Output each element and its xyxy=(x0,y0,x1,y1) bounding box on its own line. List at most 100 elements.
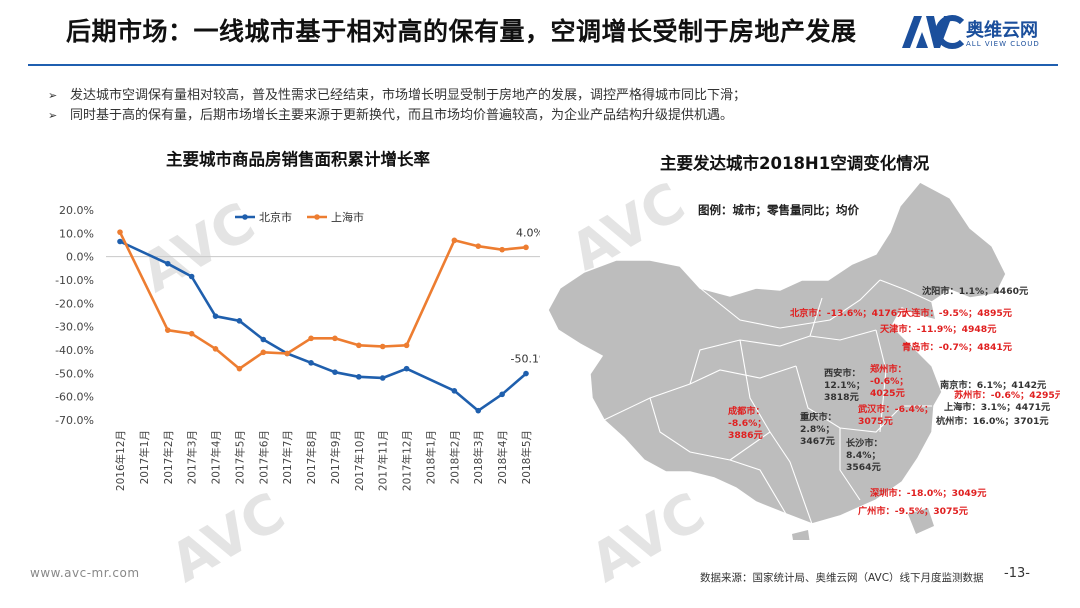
data-point xyxy=(403,365,410,372)
city-label: -0.6%； xyxy=(870,376,908,387)
company-logo: 奥维云网 ALL VIEW CLOUD xyxy=(900,12,1070,56)
x-tick-label: 2018年1月 xyxy=(424,430,437,484)
x-tick-label: 2017年6月 xyxy=(257,430,270,484)
city-label: 3467元 xyxy=(800,436,835,447)
city-label: 天津市：-11.9%；4948元 xyxy=(880,323,996,335)
data-point xyxy=(523,370,529,377)
series-line-北京市 xyxy=(119,240,527,412)
y-tick-label: 0.0% xyxy=(66,251,94,264)
bullet-item: ➢ 同时基于高的保有量，后期市场增长主要来源于更新换代，而且市场均价普遍较高，为企… xyxy=(48,106,746,126)
province-border xyxy=(879,279,933,303)
province-border xyxy=(603,365,797,421)
y-tick-label: 10.0% xyxy=(59,227,94,240)
y-tick-label: -60.0% xyxy=(55,391,94,404)
bullet-arrow-icon: ➢ xyxy=(48,89,58,102)
city-label: 2.8%； xyxy=(800,424,835,435)
x-tick-label: 2018年4月 xyxy=(496,430,509,484)
data-point xyxy=(164,260,171,267)
data-point xyxy=(523,244,529,251)
legend-label: 上海市 xyxy=(331,210,364,224)
city-label: 武汉市：-6.4%； xyxy=(858,403,933,415)
hainan-shape xyxy=(792,530,810,540)
data-point xyxy=(356,374,362,380)
data-point xyxy=(236,365,243,372)
city-label: 3818元 xyxy=(824,392,859,403)
x-tick-label: 2017年7月 xyxy=(281,430,294,484)
province-border xyxy=(839,428,861,501)
bullet-text: 发达城市空调保有量相对较高，普及性需求已经结束，市场增长明显受制于房地产的发展，… xyxy=(70,88,747,103)
legend-marker xyxy=(314,214,320,220)
city-label: 12.1%； xyxy=(824,380,865,391)
bullet-item: ➢ 发达城市空调保有量相对较高，普及性需求已经结束，市场增长明显受制于房地产的发展… xyxy=(48,86,746,106)
city-label: 北京市：-13.6%；4176元 xyxy=(790,307,906,319)
city-label: 青岛市：-0.7%；4841元 xyxy=(902,341,1012,353)
city-label: 苏州市：-0.6%；4295元 xyxy=(954,389,1060,401)
x-tick-label: 2017年10月 xyxy=(353,430,366,491)
line-chart: 20.0% 10.0% 0.0% -10.0% -20.0% -30.0% -40.0% -5… xyxy=(55,204,540,491)
title-divider xyxy=(28,64,1058,66)
city-label: 8.4%； xyxy=(846,450,881,461)
data-source: 数据来源：国家统计局、奥维云网（AVC）线下月度监测数据 xyxy=(700,572,984,584)
x-tick-label: 2018年3月 xyxy=(472,430,485,484)
province-border xyxy=(809,297,823,337)
city-label: 3886元 xyxy=(728,430,763,441)
data-point xyxy=(212,346,219,352)
bullet-text: 同时基于高的保有量，后期市场增长主要来源于更新换代，而且市场均价普遍较高，为企业… xyxy=(70,108,734,123)
data-point xyxy=(403,342,410,349)
x-tick-label: 2017年3月 xyxy=(186,430,199,484)
city-label: 成都市： xyxy=(728,405,765,417)
series-line-上海市 xyxy=(118,231,527,370)
city-label: 深圳市：-18.0%；3049元 xyxy=(870,487,986,499)
data-point xyxy=(499,246,505,253)
legend-marker xyxy=(242,214,248,220)
data-point xyxy=(117,229,123,235)
city-label: 沈阳市：1.1%；4460元 xyxy=(922,285,1028,297)
data-point xyxy=(260,349,267,356)
city-label: 南京市：6.1%；4142元 xyxy=(940,379,1046,391)
city-label: 3564元 xyxy=(846,462,881,473)
data-point xyxy=(332,335,338,342)
city-label: 3075元 xyxy=(858,416,893,427)
city-label: -8.6%； xyxy=(728,418,766,429)
data-point xyxy=(475,407,482,414)
data-point xyxy=(284,350,290,357)
data-point xyxy=(308,335,314,342)
y-tick-label: -50.0% xyxy=(55,367,94,380)
x-tick-label: 2017年5月 xyxy=(233,430,246,484)
y-tick-label: -10.0% xyxy=(55,274,94,287)
data-point xyxy=(308,360,314,366)
taiwan-shape xyxy=(908,508,934,534)
x-tick-label: 2017年1月 xyxy=(138,430,151,484)
data-point xyxy=(332,369,338,375)
x-tick-label: 2016年12月 xyxy=(114,430,127,491)
data-point xyxy=(117,238,123,245)
data-point xyxy=(451,388,458,394)
city-label: 杭州市：16.0%；3701元 xyxy=(936,415,1049,427)
city-label: 4025元 xyxy=(870,388,905,399)
x-tick-label: 2017年8月 xyxy=(305,430,318,484)
data-point xyxy=(475,243,482,249)
city-label: 上海市：3.1%；4471元 xyxy=(944,401,1050,413)
slide-title: 后期市场：一线城市基于相对高的保有量，空调增长受制于房地产发展 xyxy=(66,17,857,46)
china-mainland-shape xyxy=(547,181,1007,525)
end-data-label: -50.1% xyxy=(511,353,540,366)
city-label: 西安市： xyxy=(824,367,861,379)
data-point xyxy=(356,342,362,349)
end-data-label: 4.0% xyxy=(516,226,540,239)
city-label: 广州市：-9.5%；3075元 xyxy=(858,505,968,517)
province-border xyxy=(729,431,771,461)
map-title: 主要发达城市2018H1空调变化情况 xyxy=(660,154,930,173)
province-border xyxy=(649,397,787,515)
y-tick-label: -30.0% xyxy=(55,321,94,334)
province-border xyxy=(795,365,932,433)
data-point xyxy=(379,375,386,381)
x-tick-label: 2017年2月 xyxy=(162,430,175,484)
data-point xyxy=(499,391,505,398)
x-tick-label: 2017年12月 xyxy=(401,430,414,491)
data-point xyxy=(164,327,171,333)
bullet-arrow-icon: ➢ xyxy=(48,109,58,122)
data-point xyxy=(236,318,243,324)
page-number: -13- xyxy=(1004,566,1030,581)
province-border xyxy=(875,329,887,433)
y-tick-label: 20.0% xyxy=(59,204,94,217)
